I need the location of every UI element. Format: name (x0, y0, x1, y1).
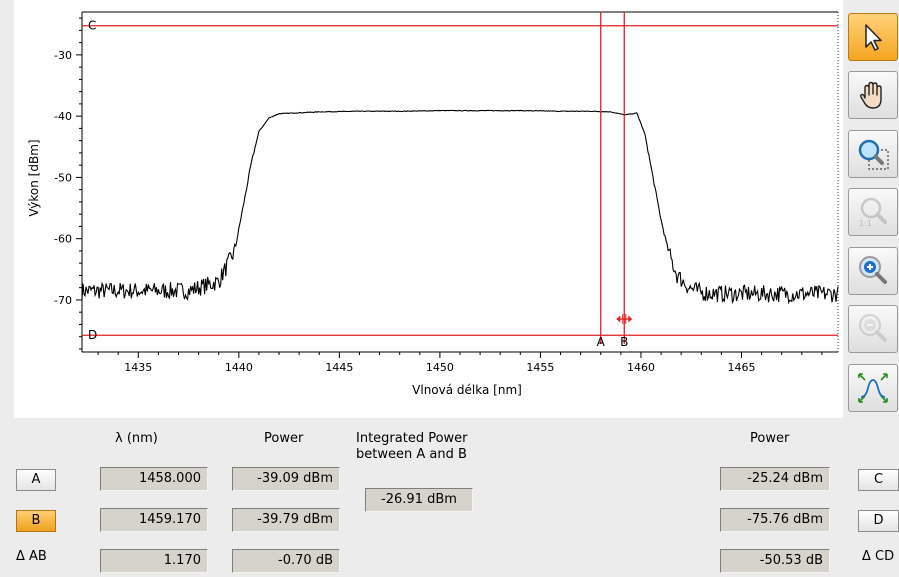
power-delta-cd-field: -50.53 dB (720, 549, 830, 573)
wavelength-a-field: 1458.000 (100, 467, 208, 491)
zoom-reset-icon: 1:1 (859, 197, 887, 228)
wavelength-column-header: λ (nm) (115, 431, 158, 446)
x-tick-label: 1440 (225, 361, 253, 374)
zoom-out-icon (859, 314, 887, 342)
marker-b-drag-handle-icon (616, 314, 633, 324)
integrated-power-field: -26.91 dBm (365, 488, 473, 512)
svg-text:1:1: 1:1 (859, 219, 872, 228)
x-tick-label: 1435 (124, 361, 152, 374)
power-a-field: -39.09 dBm (232, 467, 340, 491)
delta-cd-label: Δ CD (862, 549, 895, 564)
zoom-reset-button[interactable]: 1:1 (848, 188, 898, 236)
marker-d-button[interactable]: D (858, 510, 899, 532)
power-delta-ab-field: -0.70 dB (232, 549, 340, 573)
y-tick-label: -40 (54, 110, 72, 123)
marker-a-button[interactable]: A (16, 469, 56, 491)
y-tick-label: -30 (54, 49, 72, 62)
x-tick-label: 1445 (325, 361, 353, 374)
wavelength-delta-field: 1.170 (100, 549, 208, 573)
x-tick-label: 1460 (627, 361, 655, 374)
zoom-in-icon (859, 256, 887, 284)
marker-d-label: D (88, 328, 97, 342)
wavelength-b-field: 1459.170 (100, 508, 208, 532)
zoom-out-button[interactable] (848, 305, 898, 353)
marker-a-label: A (597, 335, 606, 349)
spectrum-trace (81, 109, 839, 305)
y-axis-title: Výkon [dBm] (27, 139, 41, 216)
x-tick-label: 1450 (426, 361, 454, 374)
plot-panel (14, 0, 843, 418)
marker-b-button[interactable]: B (16, 510, 56, 532)
spectrum-chart[interactable]: Výkon [dBm] Vlnová délka [nm] -30 -40 -50 -… (14, 0, 843, 418)
x-axis-title: Vlnová délka [nm] (412, 383, 522, 397)
power-b-field: -39.79 dBm (232, 508, 340, 532)
zoom-rectangle-button[interactable] (848, 130, 898, 178)
y-tick-label: -50 (54, 171, 72, 184)
x-tick-label: 1455 (526, 361, 554, 374)
power-c-field: -25.24 dBm (720, 467, 830, 491)
power-d-field: -75.76 dBm (720, 508, 830, 532)
zoom-rectangle-icon (858, 139, 889, 170)
marker-c-button[interactable]: C (858, 469, 899, 491)
y-tick-label: -60 (54, 233, 72, 246)
fit-to-data-icon (858, 373, 888, 403)
integrated-power-header-line1: Integrated Power (356, 431, 468, 446)
marker-c-label: C (88, 19, 96, 33)
y-tick-label: -70 (54, 294, 72, 307)
select-pointer-button[interactable] (848, 13, 898, 61)
marker-b-label: B (620, 335, 628, 349)
integrated-power-header-line2: between A and B (356, 447, 467, 462)
pan-hand-icon (859, 81, 882, 109)
fit-to-data-button[interactable] (848, 364, 898, 412)
chart-toolbar: 1:1 (844, 0, 899, 418)
x-tick-label: 1465 (727, 361, 755, 374)
delta-ab-label: Δ AB (16, 549, 47, 564)
power-column-header-left: Power (264, 431, 304, 446)
zoom-in-button[interactable] (848, 247, 898, 295)
select-pointer-icon (865, 24, 882, 51)
power-column-header-right: Power (750, 431, 790, 446)
pan-hand-button[interactable] (848, 71, 898, 119)
